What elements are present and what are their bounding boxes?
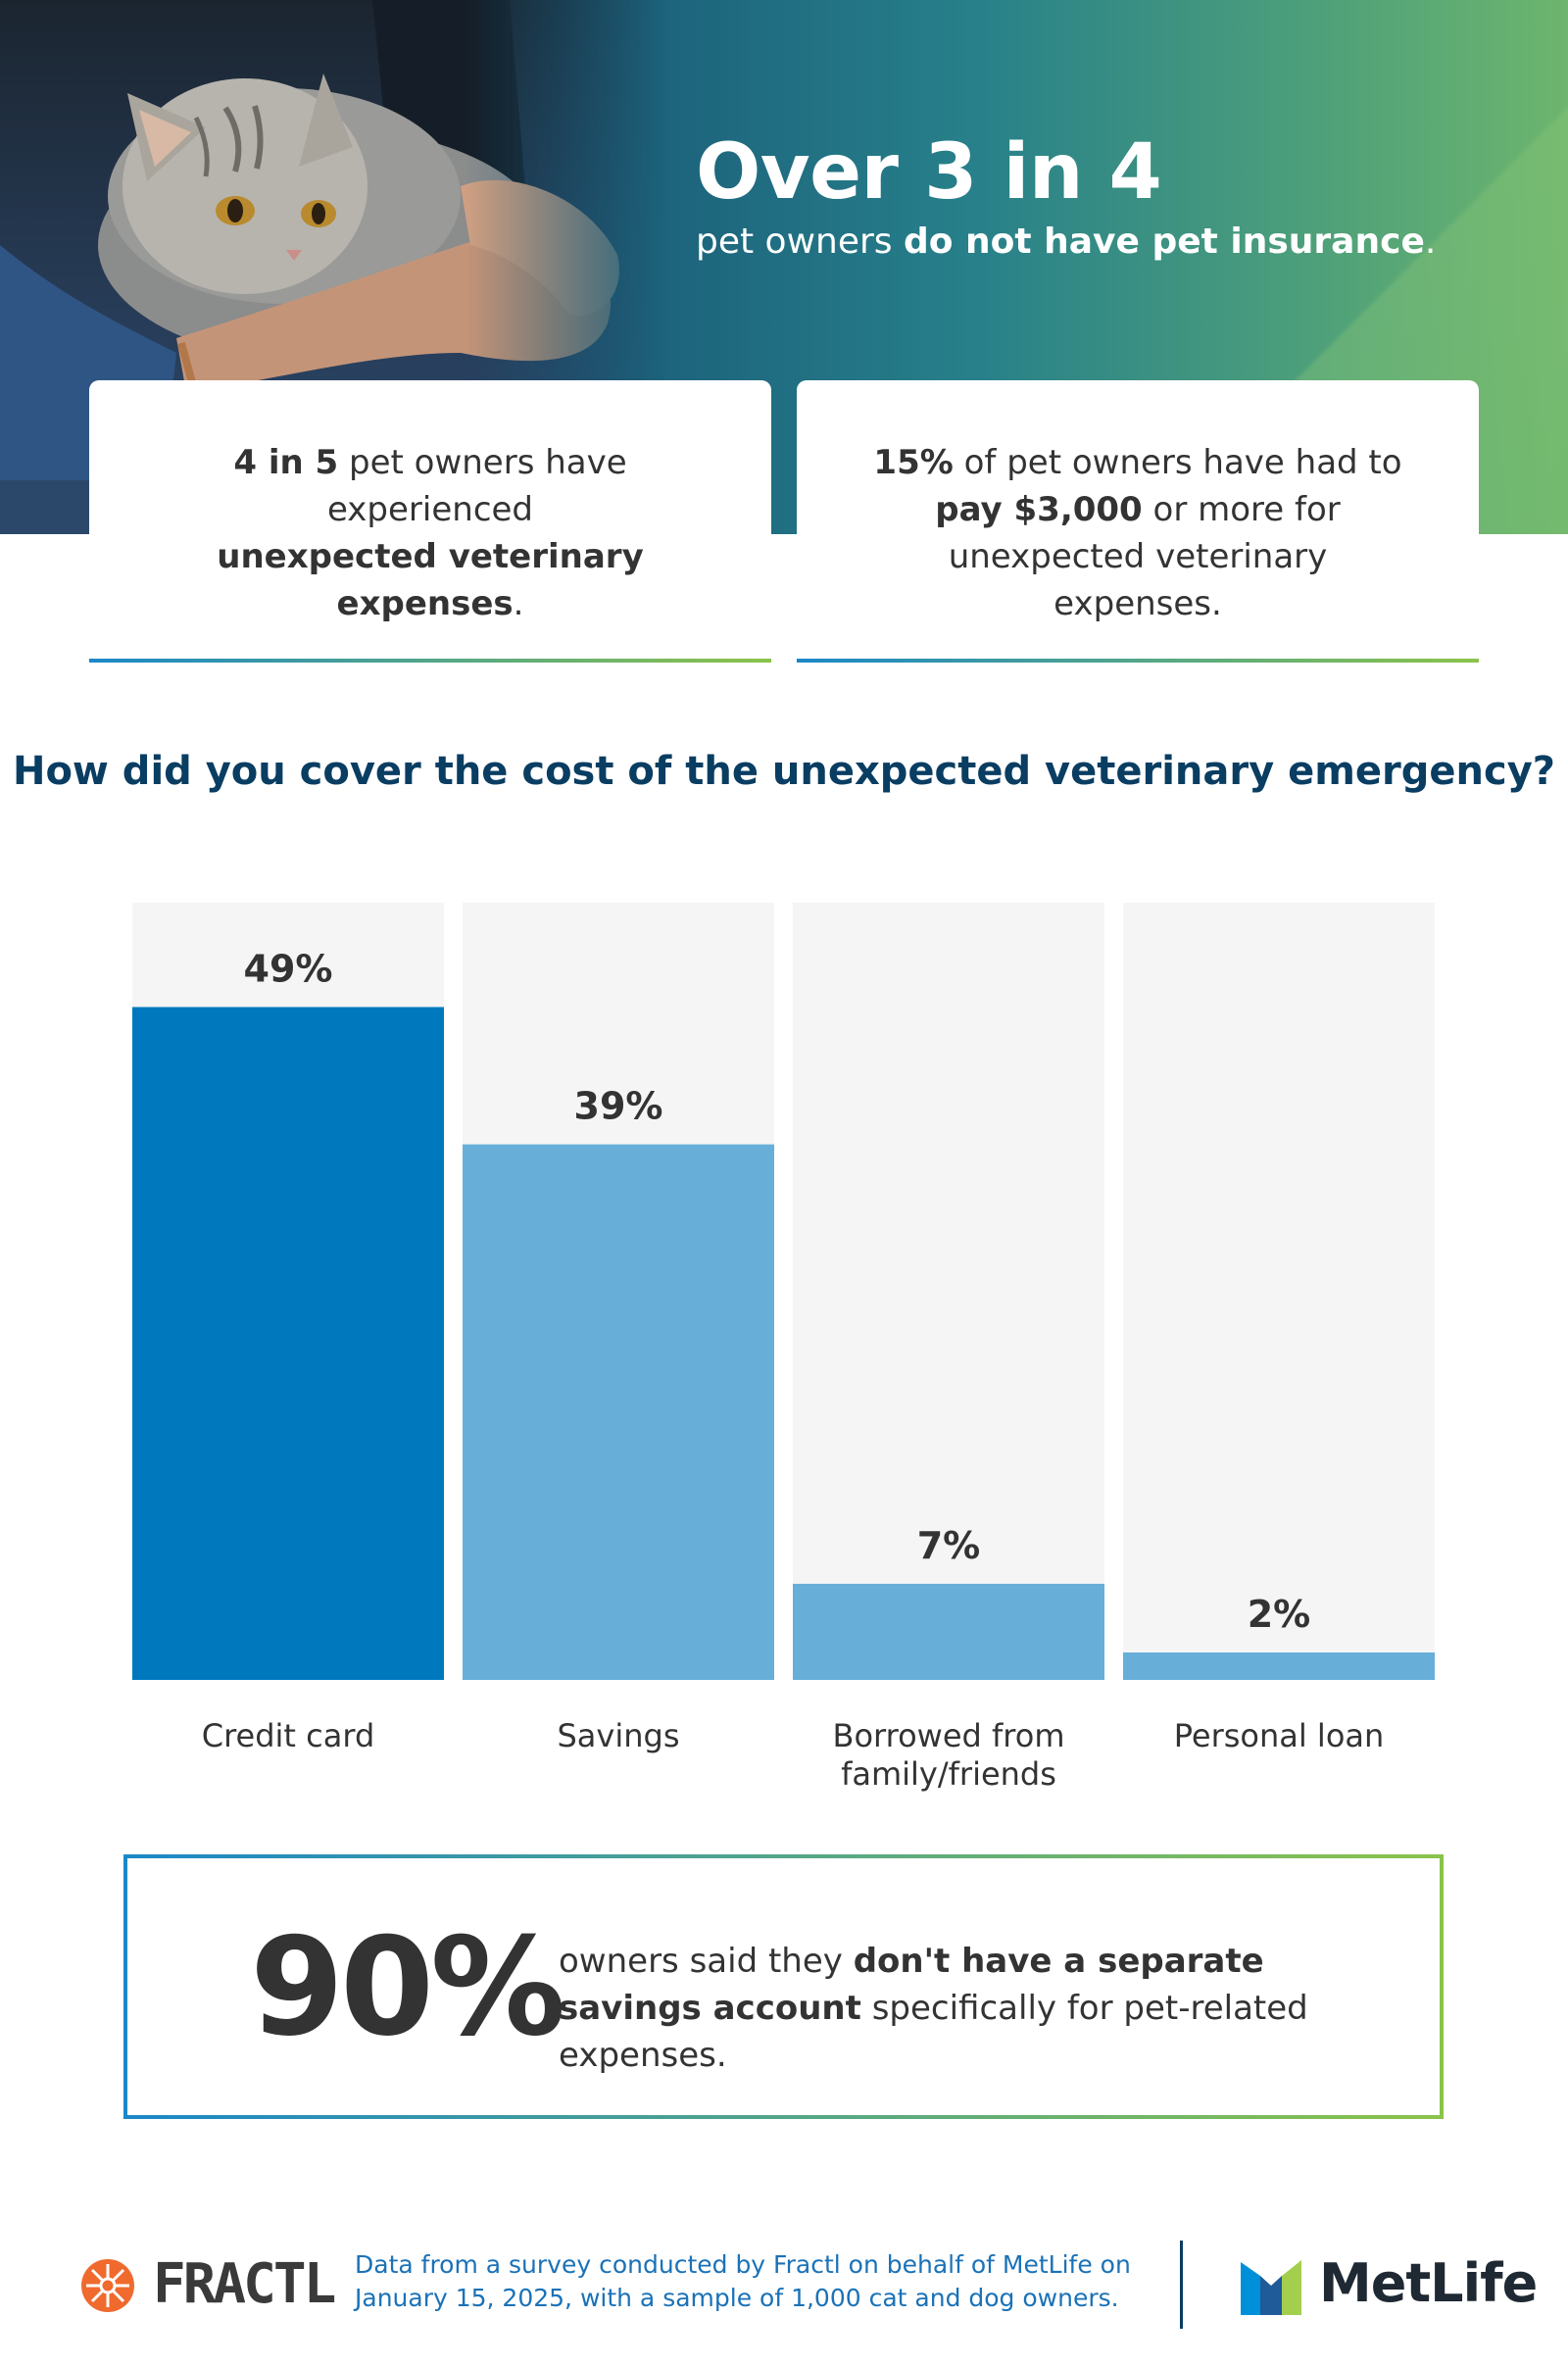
bar-value-label: 49% <box>244 947 333 990</box>
stat-card-body: . <box>513 584 524 623</box>
headline-subtitle: pet owners do not have pet insurance. <box>696 220 1499 265</box>
stat-card-3000-expenses: 15% of pet owners have had to pay $3,000… <box>797 380 1479 665</box>
bar-value-label: 7% <box>917 1524 981 1567</box>
fractl-sun-icon <box>81 2259 134 2312</box>
headline-subtitle-prefix: pet owners <box>696 222 904 262</box>
chart-title: How did you cover the cost of the unexpe… <box>12 749 1556 794</box>
footer-source-note: Data from a survey conducted by Fractl o… <box>355 2250 1131 2312</box>
bar <box>793 1583 1104 1680</box>
bar-track <box>1123 903 1435 1680</box>
cat-photo-illustration <box>0 0 666 534</box>
bar-track <box>793 903 1104 1680</box>
callout-box: 90% owners said they don't have a separa… <box>123 1854 1444 2119</box>
card-gradient-rule <box>797 659 1479 663</box>
stat-card-body: or more for unexpected veterinary expens… <box>948 490 1341 623</box>
headline-subtitle-suffix: . <box>1424 222 1437 262</box>
metlife-logo-text: MetLife <box>1319 2252 1538 2314</box>
headline-subtitle-bold: do not have pet insurance <box>904 222 1425 262</box>
bar <box>463 1144 774 1680</box>
category-label: Personal loan <box>1174 1717 1385 1754</box>
headline-title: Over 3 in 4 <box>696 128 1162 217</box>
bar-value-label: 2% <box>1248 1593 1311 1636</box>
stat-card-text: 15% of pet owners have had to pay $3,000… <box>797 439 1479 627</box>
footer-divider <box>1180 2241 1183 2329</box>
stat-card-body: pet owners have experienced <box>326 443 627 529</box>
card-gradient-rule <box>89 659 771 663</box>
stat-card-highlight: 4 in 5 <box>233 443 339 482</box>
fractl-logo-text: FRACTL <box>153 2252 336 2316</box>
callout-stat: 90% <box>250 1908 565 2066</box>
metlife-m-icon <box>1241 2260 1301 2315</box>
stat-card-highlight: unexpected veterinary expenses <box>217 537 644 623</box>
category-label: Borrowed from <box>833 1717 1065 1754</box>
stat-card-text: 4 in 5 pet owners have experienced unexp… <box>89 439 771 627</box>
callout-text-prefix: owners said they <box>559 1942 854 1981</box>
bar-value-label: 39% <box>574 1085 663 1128</box>
bar <box>132 1007 444 1680</box>
category-label: Savings <box>557 1717 679 1754</box>
callout-text-suffix: specifically for pet-related expenses. <box>559 1989 1308 2075</box>
category-label: family/friends <box>841 1755 1056 1793</box>
bar <box>1123 1651 1435 1680</box>
headline: Over 3 in 4 pet owners do not have pet i… <box>696 125 1499 265</box>
header-banner: Over 3 in 4 pet owners do not have pet i… <box>0 0 1568 534</box>
bar-chart: 49% Credit card 39% Savings 7% Borrowed fromf… <box>132 903 1435 1793</box>
cat-photo <box>0 0 666 534</box>
stat-card-highlight: pay $3,000 <box>935 490 1143 529</box>
category-label: Credit card <box>202 1717 375 1754</box>
callout-text-bold: don't have a separate savings account <box>559 1942 1264 2028</box>
stat-card-body: of pet owners have had to <box>953 443 1402 482</box>
callout-text: owners said they don't have a separate s… <box>559 1938 1362 2079</box>
callout-inner: 90% owners said they don't have a separa… <box>127 1858 1440 2115</box>
stat-card-highlight: 15% <box>873 443 954 482</box>
stat-card-vet-expenses: 4 in 5 pet owners have experienced unexp… <box>89 380 771 665</box>
